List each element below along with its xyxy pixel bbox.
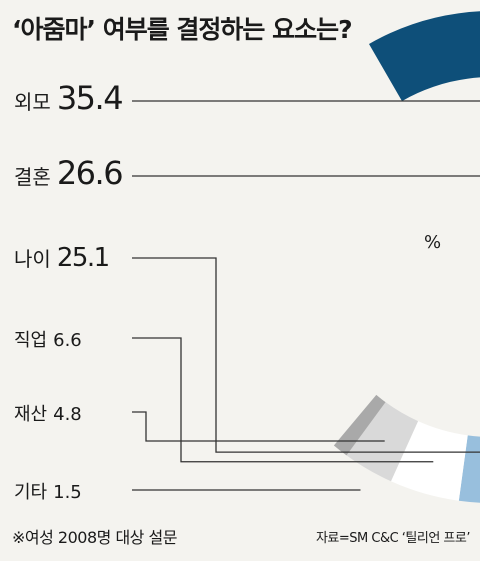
category-value-3: 25.1 — [57, 243, 109, 273]
category-name-4: 직업 — [14, 330, 47, 351]
category-name-3: 나이 — [14, 247, 51, 271]
category-value-2: 26.6 — [57, 154, 122, 192]
category-label-3: 나이 25.1 — [14, 243, 109, 273]
category-value-5: 4.8 — [53, 404, 82, 425]
category-name-5: 재산 — [14, 404, 47, 425]
chart-title: ‘아줌마’ 여부를 결정하는 요소는? — [12, 15, 353, 44]
leader-line-3 — [132, 257, 480, 453]
category-name-2: 결혼 — [14, 165, 51, 189]
category-value-4: 6.6 — [53, 330, 82, 351]
category-label-2: 결혼 26.6 — [14, 154, 122, 192]
category-label-1: 외모 35.4 — [14, 79, 122, 117]
survey-note: ※여성 2008명 대상 설문 — [12, 528, 177, 547]
unit-label: % — [424, 232, 442, 253]
donut-slice-4 — [390, 421, 468, 501]
source-credit: 자료=SM C&C ‘틸리언 프로’ — [315, 531, 471, 546]
category-label-5: 재산 4.8 — [14, 404, 82, 425]
leader-line-5 — [132, 411, 385, 442]
donut-slice-3 — [458, 435, 480, 503]
category-name-1: 외모 — [14, 90, 51, 114]
category-label-4: 직업 6.6 — [14, 330, 82, 351]
leader-line-4 — [132, 337, 434, 463]
donut-slice-6 — [333, 394, 386, 456]
category-value-6: 1.5 — [53, 482, 82, 503]
donut-slice-1 — [369, 11, 480, 102]
category-name-6: 기타 — [14, 482, 48, 503]
category-value-1: 35.4 — [57, 79, 122, 117]
category-label-6: 기타 1.5 — [14, 482, 82, 503]
